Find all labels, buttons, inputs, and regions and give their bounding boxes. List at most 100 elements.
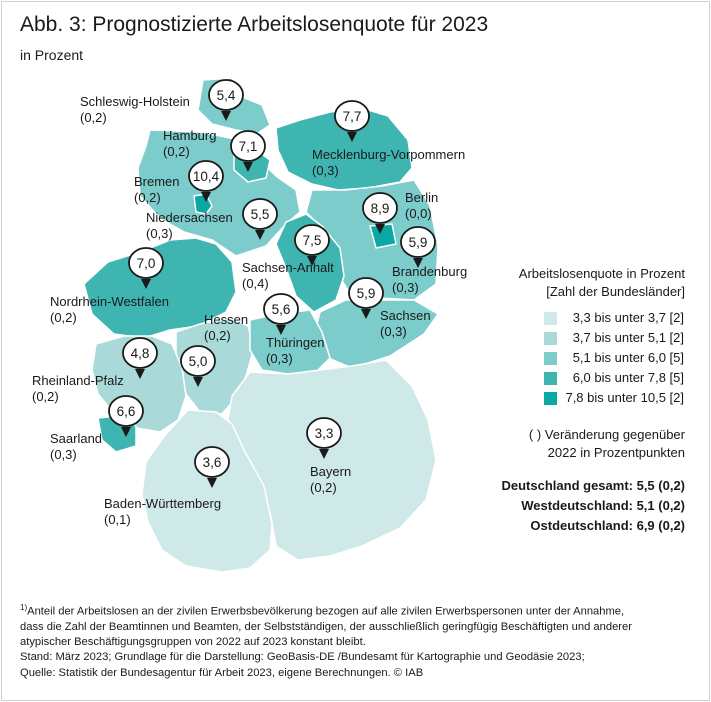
rate-value-hb: 10,4 (193, 169, 220, 184)
pin-pointer (243, 162, 253, 172)
rate-pin-by: 3,3 (306, 417, 342, 459)
rate-value-hh: 7,1 (239, 139, 258, 154)
state-change-bb: (0,3) (392, 280, 419, 295)
state-change-by: (0,2) (310, 480, 337, 495)
rate-pin-mv: 7,7 (334, 100, 370, 142)
footnote-text: Anteil der Arbeitslosen an der zivilen E… (27, 605, 625, 618)
legend-label: 3,7 bis unter 5,1 [2] (572, 330, 684, 345)
pin-bubble (122, 337, 158, 369)
pin-bubble (188, 160, 224, 192)
state-change-sl: (0,3) (50, 447, 77, 462)
pin-bubble (128, 247, 164, 279)
state-name-rp: Rheinland-Pfalz (32, 373, 124, 388)
rate-pin-st: 7,5 (294, 224, 330, 266)
state-name-mv: Mecklenburg-Vorpommern (312, 147, 465, 162)
state-name-nw: Nordrhein-Westfalen (50, 294, 169, 309)
rate-pin-bw: 3,6 (194, 446, 230, 488)
pin-pointer (307, 256, 317, 266)
footnotes: 1)Anteil der Arbeitslosen an der zivilen… (20, 600, 690, 681)
pin-bubble (400, 226, 436, 258)
rate-pin-hb: 10,4 (188, 160, 224, 202)
rate-value-nw: 7,0 (137, 256, 156, 271)
state-change-rp: (0,2) (32, 389, 59, 404)
pin-bubble (294, 224, 330, 256)
state-change-ni: (0,3) (146, 226, 173, 241)
state-change-sn: (0,3) (380, 324, 407, 339)
state-name-sn: Sachsen (380, 308, 431, 323)
rate-value-be: 8,9 (371, 201, 390, 216)
state-change-be: (0,0) (405, 206, 432, 221)
pin-bubble (194, 446, 230, 478)
state-name-bw: Baden-Württemberg (104, 496, 221, 511)
rate-pin-th: 5,6 (263, 293, 299, 335)
pin-pointer (193, 377, 203, 387)
rate-pin-ni: 5,5 (242, 198, 278, 240)
legend-swatch (544, 372, 557, 385)
legend-label: 7,8 bis unter 10,5 [2] (565, 390, 684, 405)
legend-swatch (544, 392, 557, 405)
legend-label: 5,1 bis unter 6,0 [5] (572, 350, 684, 365)
state-change-st: (0,4) (242, 276, 269, 291)
change-note-line1: ( ) Veränderung gegenüber (528, 427, 685, 442)
footnote-definition-line1: 1)Anteil der Arbeitslosen an der zivilen… (20, 600, 690, 620)
rate-value-ni: 5,5 (251, 207, 270, 222)
rate-value-mv: 7,7 (343, 109, 362, 124)
state-change-mv: (0,3) (312, 163, 339, 178)
rate-value-bw: 3,6 (203, 455, 222, 470)
state-name-by: Bayern (310, 464, 351, 479)
rate-value-th: 5,6 (272, 302, 291, 317)
rate-value-rp: 4,8 (131, 346, 150, 361)
rate-pin-nw: 7,0 (128, 247, 164, 289)
pin-pointer (276, 325, 286, 335)
rate-pin-bb: 5,9 (400, 226, 436, 268)
pin-bubble (230, 130, 266, 162)
pin-bubble (242, 198, 278, 230)
state-name-bb: Brandenburg (392, 264, 467, 279)
state-change-th: (0,3) (266, 351, 293, 366)
state-change-hb: (0,2) (134, 190, 161, 205)
state-change-sh: (0,2) (80, 110, 107, 125)
legend-swatch (544, 332, 557, 345)
pin-bubble (334, 100, 370, 132)
change-note-line2: 2022 in Prozentpunkten (547, 445, 685, 460)
state-name-th: Thüringen (266, 335, 325, 350)
pin-pointer (207, 478, 217, 488)
pin-pointer (375, 224, 385, 234)
state-name-be: Berlin (405, 190, 438, 205)
pin-bubble (180, 345, 216, 377)
state-change-nw: (0,2) (50, 310, 77, 325)
rate-value-sh: 5,4 (217, 88, 236, 103)
legend-swatch (544, 312, 557, 325)
legend-title: Arbeitslosenquote in Prozent [Zahl der B… (519, 265, 685, 301)
legend: 3,3 bis unter 3,7 [2] 3,7 bis unter 5,1 … (544, 309, 684, 409)
totals-block: Deutschland gesamt: 5,5 (0,2) Westdeutsc… (502, 476, 686, 536)
pin-bubble (108, 395, 144, 427)
rate-pin-be: 8,9 (362, 192, 398, 234)
change-note: ( ) Veränderung gegenüber 2022 in Prozen… (529, 426, 685, 462)
rate-value-he: 5,0 (189, 354, 208, 369)
rate-value-sn: 5,9 (357, 286, 376, 301)
legend-item: 5,1 bis unter 6,0 [5] (544, 349, 684, 369)
state-change-he: (0,2) (204, 328, 231, 343)
state-name-he: Hessen (204, 312, 248, 327)
total-east: Ostdeutschland: 6,9 (0,2) (530, 518, 685, 533)
rate-pin-sh: 5,4 (208, 79, 244, 121)
rate-pin-he: 5,0 (180, 345, 216, 387)
legend-title-line1: Arbeitslosenquote in Prozent (518, 266, 685, 281)
rate-pin-sn: 5,9 (348, 277, 384, 319)
pin-pointer (413, 258, 423, 268)
footnote-source: Quelle: Statistik der Bundesagentur für … (20, 666, 424, 679)
legend-item: 6,0 bis unter 7,8 [5] (544, 369, 684, 389)
pin-bubble (208, 79, 244, 111)
pin-pointer (347, 132, 357, 142)
legend-swatch (544, 352, 557, 365)
legend-label: 3,3 bis unter 3,7 [2] (572, 310, 684, 325)
rate-pin-rp: 4,8 (122, 337, 158, 379)
pin-pointer (141, 279, 151, 289)
footnote-definition-line2: dass die Zahl der Beamtinnen und Beamten… (20, 620, 632, 633)
rate-value-bb: 5,9 (409, 235, 428, 250)
footnote-stand: Stand: März 2023; Grundlage für die Dars… (20, 651, 585, 664)
state-name-sh: Schleswig-Holstein (80, 94, 190, 109)
state-change-hh: (0,2) (163, 144, 190, 159)
